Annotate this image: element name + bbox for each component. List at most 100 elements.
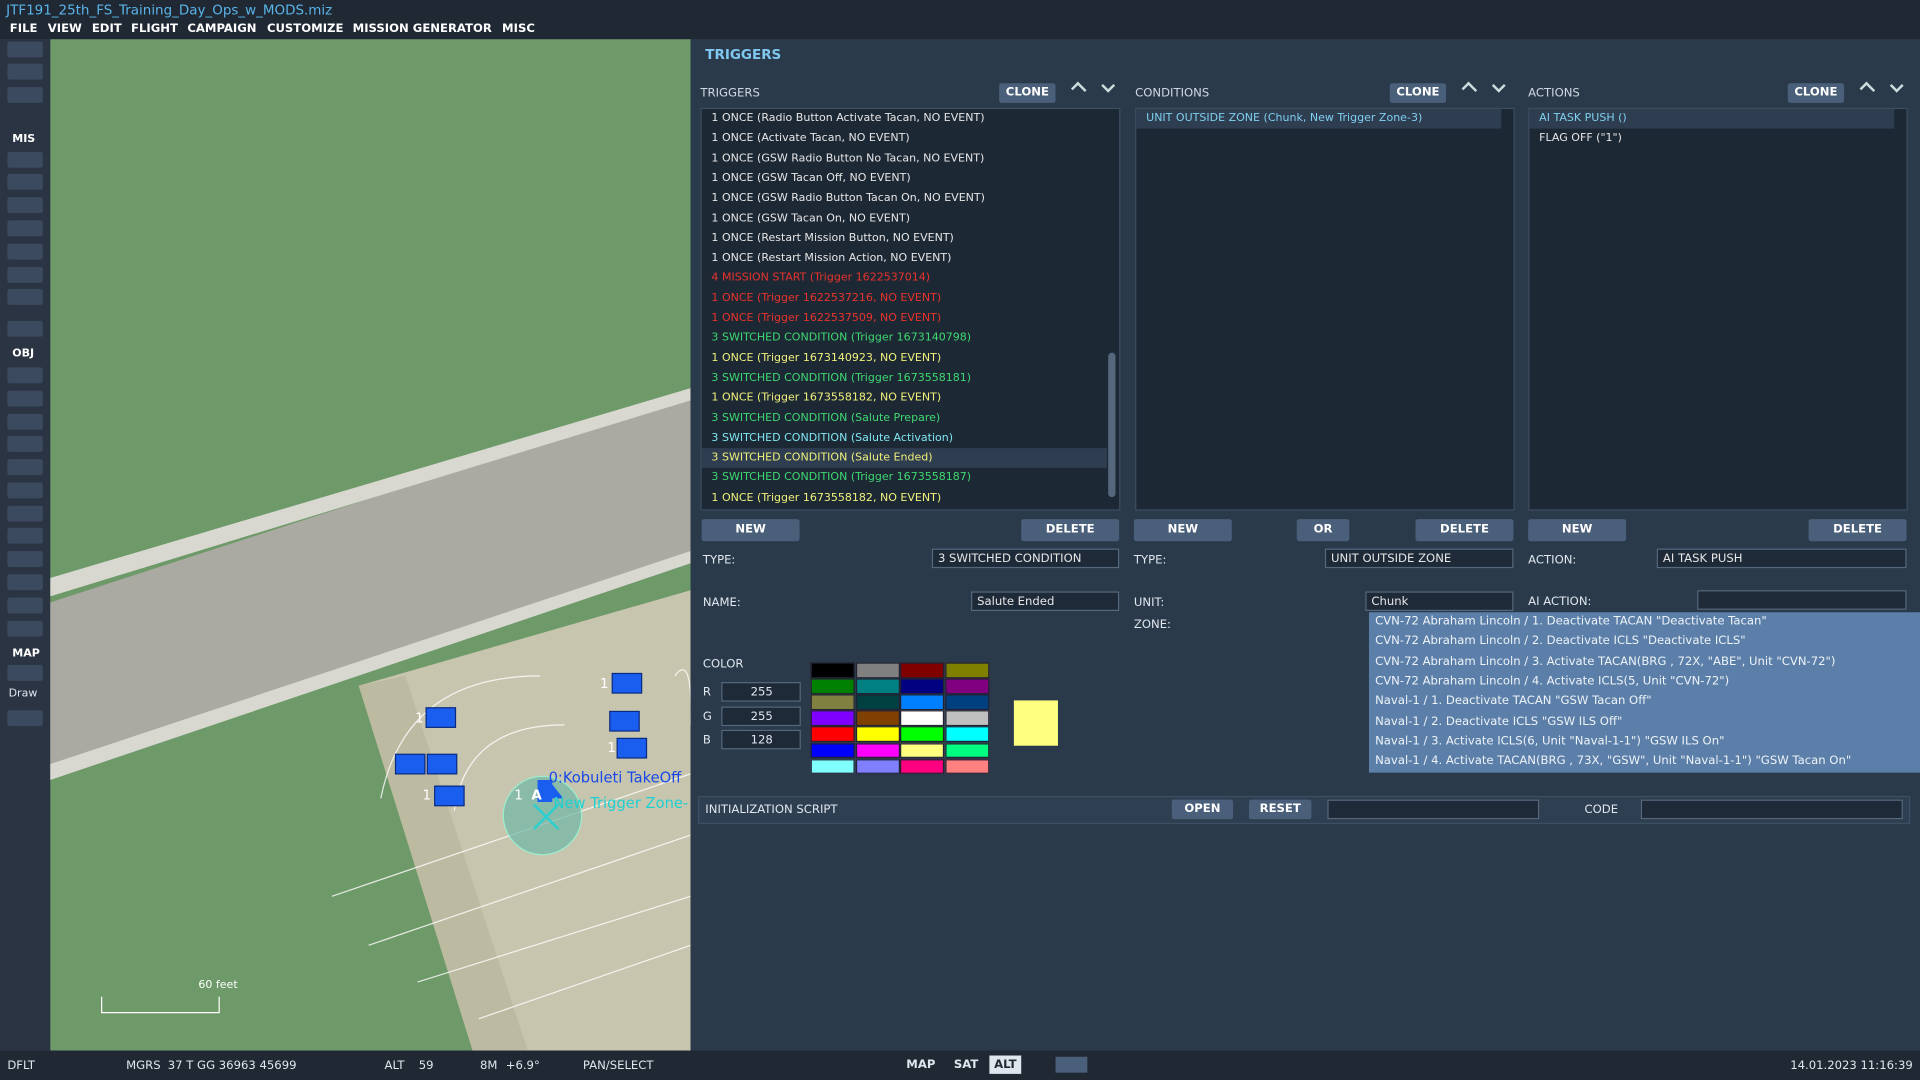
menu-item[interactable]: FLIGHT [131,22,178,36]
clone-button[interactable]: CLONE [1389,83,1447,103]
color-swatch[interactable] [900,726,945,742]
button[interactable]: DELETE [1808,519,1907,542]
list-item[interactable]: 1 ONCE (GSW Radio Button No Tacan, NO EV… [711,152,985,165]
list-item[interactable]: 1 ONCE (GSW Radio Button Tacan On, NO EV… [711,192,985,205]
tool-icon[interactable] [7,86,43,103]
color-swatch[interactable] [855,710,900,726]
dropdown-option[interactable]: CVN-72 Abraham Lincoln / 4. Activate ICL… [1375,674,1730,689]
tool-icon[interactable] [7,197,43,214]
tool-icon[interactable] [7,505,43,522]
list-item[interactable]: 1 ONCE (GSW Tacan Off, NO EVENT) [711,172,911,185]
button[interactable]: NEW [701,519,800,542]
list-item[interactable]: 1 ONCE (Trigger 1673558182, NO EVENT) [711,392,942,405]
list-item[interactable]: 1 ONCE (Trigger 1622537509, NO EVENT) [711,312,942,325]
menu-item[interactable]: CUSTOMIZE [266,22,344,36]
draw-button[interactable]: Draw [8,688,38,701]
menu-item[interactable]: FILE [9,22,38,36]
menu-item[interactable]: CAMPAIGN [187,22,257,36]
tool-icon[interactable] [7,367,43,384]
color-swatch[interactable] [810,742,855,758]
button[interactable]: OPEN [1171,799,1234,820]
tool-icon[interactable] [7,243,43,260]
tool-icon[interactable] [7,151,43,168]
color-swatch[interactable] [900,678,945,694]
list-item[interactable]: 1 ONCE (Restart Mission Action, NO EVENT… [711,252,952,265]
list-item[interactable]: 1 ONCE (Activate Tacan, NO EVENT) [711,132,910,145]
dropdown-option[interactable]: CVN-72 Abraham Lincoln / 2. Deactivate I… [1375,634,1746,649]
color-swatch[interactable] [900,710,945,726]
tool-icon[interactable] [7,173,43,190]
tool-icon[interactable] [7,527,43,544]
color-swatch[interactable] [810,710,855,726]
status-icon[interactable] [1055,1056,1088,1073]
map[interactable] [50,39,691,1051]
tool-icon[interactable] [7,220,43,237]
color-swatch[interactable] [855,678,900,694]
color-swatch[interactable] [945,726,990,742]
color-swatch[interactable] [855,662,900,678]
list-item[interactable]: 1 ONCE (GSW Tacan On, NO EVENT) [711,212,911,225]
clone-button[interactable]: CLONE [999,83,1056,103]
list-item[interactable]: 1 ONCE (Restart Mission Button, NO EVENT… [711,232,954,245]
color-swatch[interactable] [945,742,990,758]
list-item[interactable]: 3 SWITCHED CONDITION (Trigger 1673558187… [711,471,972,485]
list-item[interactable]: 3 SWITCHED CONDITION (Trigger 1673140798… [711,332,972,345]
list-item[interactable]: 1 ONCE (Trigger 1673558182, NO EVENT) [711,491,942,505]
tool-icon[interactable] [7,320,43,337]
tool-icon[interactable] [7,413,43,430]
menu-item[interactable]: EDIT [91,22,122,36]
dropdown[interactable] [1697,590,1907,610]
dropdown[interactable]: 3 SWITCHED CONDITION [931,548,1120,569]
tool-icon[interactable] [7,390,43,407]
color-swatch[interactable] [945,678,990,694]
dropdown-option[interactable]: CVN-72 Abraham Lincoln / 1. Deactivate T… [1375,614,1767,629]
tool-icon[interactable] [7,288,43,305]
color-swatch[interactable] [945,710,990,726]
color-swatch[interactable] [855,758,900,774]
tool-icon[interactable] [7,664,43,681]
list-item[interactable]: UNIT OUTSIDE ZONE (Chunk, New Trigger Zo… [1136,108,1502,129]
tool-icon[interactable] [7,266,43,283]
tool-icon[interactable] [7,41,43,58]
list-item[interactable]: 3 SWITCHED CONDITION (Trigger 1673558181… [711,372,972,385]
tool-icon[interactable] [7,551,43,567]
color-swatch[interactable] [900,694,945,710]
color-swatch[interactable] [810,678,855,694]
menu-item[interactable]: VIEW [47,22,82,36]
text-input[interactable] [1327,799,1540,820]
button[interactable]: DELETE [1021,519,1120,542]
dropdown[interactable]: Chunk [1365,591,1514,612]
dropdown[interactable]: UNIT OUTSIDE ZONE [1324,548,1514,569]
dropdown[interactable]: AI TASK PUSH [1656,548,1907,569]
button[interactable]: OR [1296,519,1350,542]
tool-icon[interactable] [7,620,43,637]
spinner[interactable] [721,729,801,750]
color-swatch[interactable] [855,742,900,758]
clone-button[interactable]: CLONE [1787,83,1845,103]
layer-button[interactable]: SAT [953,1057,979,1072]
list-item[interactable]: 4 MISSION START (Trigger 1622537014) [711,272,931,285]
tool-icon[interactable] [7,574,43,591]
tool-icon[interactable] [7,710,43,727]
color-swatch[interactable] [810,694,855,710]
button[interactable]: RESET [1248,799,1312,820]
tool-icon[interactable] [7,482,43,499]
tool-icon[interactable] [7,435,43,452]
dropdown-option[interactable]: CVN-72 Abraham Lincoln / 3. Activate TAC… [1375,654,1836,669]
layer-button[interactable]: ALT [989,1055,1022,1074]
color-swatch[interactable] [900,742,945,758]
color-swatch[interactable] [810,726,855,742]
button[interactable]: DELETE [1415,519,1514,542]
color-swatch[interactable] [945,694,990,710]
color-swatch[interactable] [900,662,945,678]
dropdown-option[interactable]: Naval-1 / 1. Deactivate TACAN "GSW Tacan… [1375,694,1652,708]
dropdown[interactable]: Salute Ended [971,591,1120,612]
tool-icon[interactable] [7,63,43,80]
button[interactable]: NEW [1133,519,1232,542]
menu-item[interactable]: MISC [502,22,535,36]
color-swatch[interactable] [810,662,855,678]
list-item[interactable]: 3 SWITCHED CONDITION (Salute Ended) [701,448,1107,468]
dropdown-option[interactable]: Naval-1 / 4. Activate TACAN(BRG , 73X, "… [1375,754,1852,768]
layer-button[interactable]: MAP [906,1057,936,1072]
spinner[interactable] [721,682,801,702]
